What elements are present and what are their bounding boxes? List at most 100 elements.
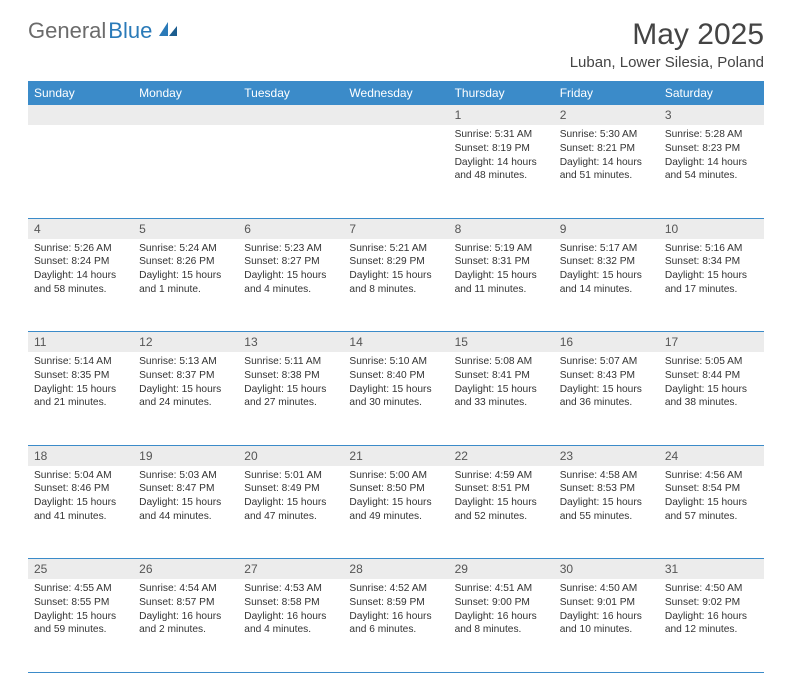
day-cell: Sunrise: 5:19 AMSunset: 8:31 PMDaylight:…	[449, 239, 554, 332]
day-number-cell: 10	[659, 218, 764, 239]
day-cell	[28, 125, 133, 218]
day-cell: Sunrise: 5:13 AMSunset: 8:37 PMDaylight:…	[133, 352, 238, 445]
day-cell	[238, 125, 343, 218]
day-cell: Sunrise: 5:07 AMSunset: 8:43 PMDaylight:…	[554, 352, 659, 445]
day-number-cell	[28, 105, 133, 125]
day-cell: Sunrise: 5:00 AMSunset: 8:50 PMDaylight:…	[343, 466, 448, 559]
day-cell: Sunrise: 5:10 AMSunset: 8:40 PMDaylight:…	[343, 352, 448, 445]
day-cell: Sunrise: 5:01 AMSunset: 8:49 PMDaylight:…	[238, 466, 343, 559]
day-cell: Sunrise: 4:53 AMSunset: 8:58 PMDaylight:…	[238, 579, 343, 672]
day-number-cell: 14	[343, 332, 448, 353]
day-number-cell: 31	[659, 559, 764, 580]
day-cell: Sunrise: 5:31 AMSunset: 8:19 PMDaylight:…	[449, 125, 554, 218]
day-cell-content: Sunrise: 4:55 AMSunset: 8:55 PMDaylight:…	[28, 579, 133, 643]
day-cell-content: Sunrise: 4:56 AMSunset: 8:54 PMDaylight:…	[659, 466, 764, 530]
day-cell-content: Sunrise: 4:54 AMSunset: 8:57 PMDaylight:…	[133, 579, 238, 643]
day-cell-content: Sunrise: 5:03 AMSunset: 8:47 PMDaylight:…	[133, 466, 238, 530]
day-cell: Sunrise: 5:04 AMSunset: 8:46 PMDaylight:…	[28, 466, 133, 559]
logo-text-blue: Blue	[108, 18, 152, 44]
day-number-cell: 17	[659, 332, 764, 353]
day-number-row: 25262728293031	[28, 559, 764, 580]
day-cell-content: Sunrise: 5:16 AMSunset: 8:34 PMDaylight:…	[659, 239, 764, 303]
day-cell-content: Sunrise: 5:21 AMSunset: 8:29 PMDaylight:…	[343, 239, 448, 303]
weekday-header: Saturday	[659, 81, 764, 105]
day-number-cell	[133, 105, 238, 125]
logo-sail-icon	[157, 18, 179, 44]
day-number-cell: 6	[238, 218, 343, 239]
day-cell-content: Sunrise: 4:58 AMSunset: 8:53 PMDaylight:…	[554, 466, 659, 530]
day-cell-content: Sunrise: 5:30 AMSunset: 8:21 PMDaylight:…	[554, 125, 659, 189]
day-cell: Sunrise: 5:17 AMSunset: 8:32 PMDaylight:…	[554, 239, 659, 332]
day-cell-content: Sunrise: 4:50 AMSunset: 9:02 PMDaylight:…	[659, 579, 764, 643]
day-cell-content: Sunrise: 5:07 AMSunset: 8:43 PMDaylight:…	[554, 352, 659, 416]
day-cell: Sunrise: 4:50 AMSunset: 9:02 PMDaylight:…	[659, 579, 764, 672]
day-cell: Sunrise: 5:11 AMSunset: 8:38 PMDaylight:…	[238, 352, 343, 445]
day-cell: Sunrise: 5:23 AMSunset: 8:27 PMDaylight:…	[238, 239, 343, 332]
calendar-table: SundayMondayTuesdayWednesdayThursdayFrid…	[28, 81, 764, 673]
day-cell: Sunrise: 5:30 AMSunset: 8:21 PMDaylight:…	[554, 125, 659, 218]
day-number-cell: 24	[659, 445, 764, 466]
day-cell: Sunrise: 5:16 AMSunset: 8:34 PMDaylight:…	[659, 239, 764, 332]
day-cell: Sunrise: 5:05 AMSunset: 8:44 PMDaylight:…	[659, 352, 764, 445]
day-cell-content: Sunrise: 5:14 AMSunset: 8:35 PMDaylight:…	[28, 352, 133, 416]
day-cell: Sunrise: 5:26 AMSunset: 8:24 PMDaylight:…	[28, 239, 133, 332]
location-text: Luban, Lower Silesia, Poland	[570, 54, 764, 71]
day-cell-content: Sunrise: 5:08 AMSunset: 8:41 PMDaylight:…	[449, 352, 554, 416]
day-cell-content: Sunrise: 5:19 AMSunset: 8:31 PMDaylight:…	[449, 239, 554, 303]
day-cell: Sunrise: 4:50 AMSunset: 9:01 PMDaylight:…	[554, 579, 659, 672]
day-number-cell: 1	[449, 105, 554, 125]
day-content-row: Sunrise: 4:55 AMSunset: 8:55 PMDaylight:…	[28, 579, 764, 672]
day-number-cell: 25	[28, 559, 133, 580]
day-number-cell: 8	[449, 218, 554, 239]
day-cell-content: Sunrise: 5:00 AMSunset: 8:50 PMDaylight:…	[343, 466, 448, 530]
day-cell-content: Sunrise: 4:51 AMSunset: 9:00 PMDaylight:…	[449, 579, 554, 643]
weekday-header: Thursday	[449, 81, 554, 105]
day-cell: Sunrise: 4:51 AMSunset: 9:00 PMDaylight:…	[449, 579, 554, 672]
day-cell	[343, 125, 448, 218]
day-number-row: 11121314151617	[28, 332, 764, 353]
day-content-row: Sunrise: 5:14 AMSunset: 8:35 PMDaylight:…	[28, 352, 764, 445]
day-number-cell: 27	[238, 559, 343, 580]
day-number-cell: 29	[449, 559, 554, 580]
day-number-cell	[343, 105, 448, 125]
day-number-cell: 2	[554, 105, 659, 125]
day-cell: Sunrise: 5:08 AMSunset: 8:41 PMDaylight:…	[449, 352, 554, 445]
day-number-cell: 16	[554, 332, 659, 353]
day-number-cell: 13	[238, 332, 343, 353]
day-cell: Sunrise: 5:24 AMSunset: 8:26 PMDaylight:…	[133, 239, 238, 332]
day-number-cell: 28	[343, 559, 448, 580]
day-cell-content: Sunrise: 5:31 AMSunset: 8:19 PMDaylight:…	[449, 125, 554, 189]
day-cell-content: Sunrise: 4:53 AMSunset: 8:58 PMDaylight:…	[238, 579, 343, 643]
weekday-header: Monday	[133, 81, 238, 105]
logo-text-general: General	[28, 18, 106, 44]
weekday-header: Friday	[554, 81, 659, 105]
day-cell: Sunrise: 5:14 AMSunset: 8:35 PMDaylight:…	[28, 352, 133, 445]
day-cell-content: Sunrise: 4:50 AMSunset: 9:01 PMDaylight:…	[554, 579, 659, 643]
day-number-cell: 11	[28, 332, 133, 353]
day-cell: Sunrise: 4:59 AMSunset: 8:51 PMDaylight:…	[449, 466, 554, 559]
day-number-cell: 15	[449, 332, 554, 353]
day-number-cell: 12	[133, 332, 238, 353]
day-number-cell: 30	[554, 559, 659, 580]
day-number-cell: 4	[28, 218, 133, 239]
day-content-row: Sunrise: 5:04 AMSunset: 8:46 PMDaylight:…	[28, 466, 764, 559]
day-cell-content: Sunrise: 5:04 AMSunset: 8:46 PMDaylight:…	[28, 466, 133, 530]
day-cell-content: Sunrise: 5:17 AMSunset: 8:32 PMDaylight:…	[554, 239, 659, 303]
day-cell: Sunrise: 5:03 AMSunset: 8:47 PMDaylight:…	[133, 466, 238, 559]
weekday-header: Sunday	[28, 81, 133, 105]
day-cell-content: Sunrise: 5:11 AMSunset: 8:38 PMDaylight:…	[238, 352, 343, 416]
title-block: May 2025 Luban, Lower Silesia, Poland	[570, 18, 764, 71]
day-number-cell: 20	[238, 445, 343, 466]
day-cell: Sunrise: 4:58 AMSunset: 8:53 PMDaylight:…	[554, 466, 659, 559]
day-number-cell: 26	[133, 559, 238, 580]
day-cell: Sunrise: 4:56 AMSunset: 8:54 PMDaylight:…	[659, 466, 764, 559]
day-content-row: Sunrise: 5:26 AMSunset: 8:24 PMDaylight:…	[28, 239, 764, 332]
day-number-row: 123	[28, 105, 764, 125]
day-number-cell: 9	[554, 218, 659, 239]
header: GeneralBlue May 2025 Luban, Lower Silesi…	[28, 18, 764, 71]
day-cell-content: Sunrise: 4:52 AMSunset: 8:59 PMDaylight:…	[343, 579, 448, 643]
day-cell-content: Sunrise: 5:28 AMSunset: 8:23 PMDaylight:…	[659, 125, 764, 189]
day-cell-content: Sunrise: 5:05 AMSunset: 8:44 PMDaylight:…	[659, 352, 764, 416]
day-number-cell	[238, 105, 343, 125]
day-number-cell: 7	[343, 218, 448, 239]
